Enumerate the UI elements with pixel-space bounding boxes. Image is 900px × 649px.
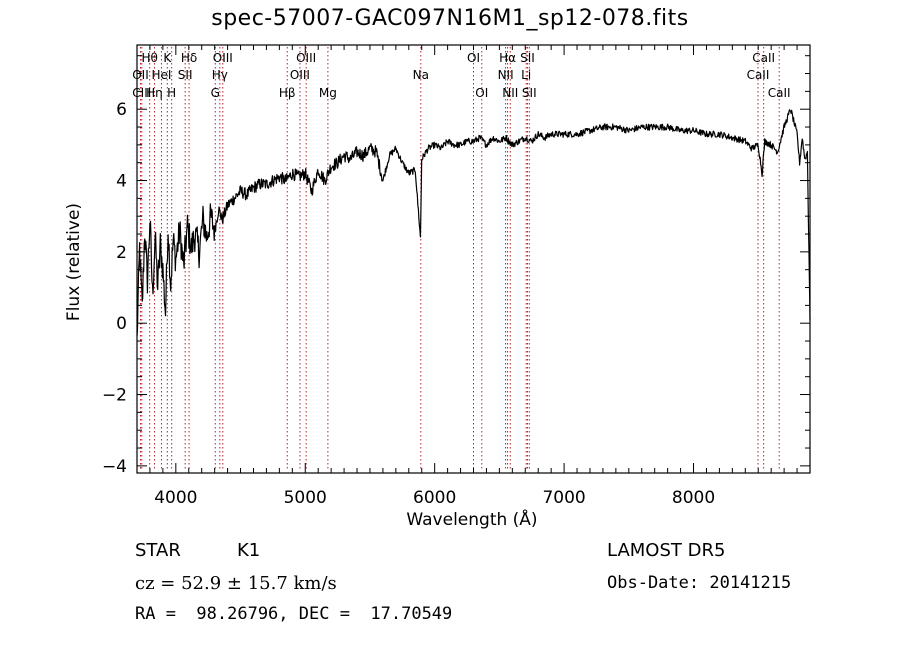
spectral-line-label: OIII	[296, 51, 316, 65]
x-tick-label: 5000	[284, 488, 327, 508]
x-tick-label: 4000	[154, 488, 197, 508]
redshift-velocity: cz = 52.9 ± 15.7 km/s	[135, 573, 337, 594]
spectral-line-label: CaII	[747, 68, 770, 82]
spectral-line-label: Hα	[499, 51, 516, 65]
spectral-line-label: NII	[502, 86, 518, 100]
y-tick-label: −2	[102, 386, 127, 406]
spectral-line-label: OI	[467, 51, 480, 65]
spectral-line-label: K	[163, 51, 172, 65]
spectral-line-label: Hγ	[212, 68, 228, 82]
spectral-line-label: Na	[413, 68, 429, 82]
spectral-line-label: Li	[521, 68, 531, 82]
object-class: STAR	[135, 540, 181, 561]
x-axis-label: Wavelength (Å)	[406, 510, 538, 530]
y-axis-label: Flux (relative)	[64, 202, 84, 322]
spectral-line-label: SII	[178, 68, 193, 82]
spectral-line-label: Hθ	[141, 51, 157, 65]
spectral-line-label: CIII	[132, 86, 151, 100]
y-tick-label: 2	[116, 243, 127, 263]
x-tick-label: 8000	[672, 488, 715, 508]
spectral-line-label: OIII	[290, 68, 310, 82]
spectral-line-label: CaII	[768, 86, 791, 100]
chart-title: spec-57007-GAC097N16M1_sp12-078.fits	[211, 6, 689, 31]
x-tick-label: 7000	[542, 488, 585, 508]
spectral-line-label: Hδ	[181, 51, 197, 65]
spectral-line-label: SII	[520, 51, 535, 65]
spectral-line-label: CaII	[752, 51, 775, 65]
survey-name: LAMOST DR5	[607, 540, 726, 561]
y-tick-label: 6	[116, 100, 127, 120]
x-axis: 4000 5000 6000 7000 8000	[149, 45, 798, 508]
spectral-line-label: G	[211, 86, 220, 100]
spectral-line-label: OIII	[213, 51, 233, 65]
y-tick-label: 4	[116, 172, 127, 192]
spectral-line-label: Mg	[319, 86, 337, 100]
spectral-line-label: SII	[522, 86, 537, 100]
spectral-line-label: Hβ	[279, 86, 296, 100]
spectral-line-label: HeI	[151, 68, 171, 82]
x-tick-label: 6000	[413, 488, 456, 508]
object-subclass: K1	[237, 540, 261, 561]
coordinates: RA = 98.26796, DEC = 17.70549	[135, 604, 453, 624]
spectrum-series-line	[136, 109, 811, 337]
spectral-line-label: OII	[132, 68, 149, 82]
observation-date: Obs-Date: 20141215	[607, 573, 792, 593]
spectral-line-label: H	[167, 86, 176, 100]
y-axis: −4 −2 0 2 4 6	[102, 55, 810, 477]
spectral-line-label: OI	[475, 86, 488, 100]
spectral-line-label: NII	[498, 68, 514, 82]
spectral-line-markers	[139, 47, 780, 471]
y-tick-label: 0	[116, 314, 127, 334]
y-tick-label: −4	[102, 457, 127, 477]
spectral-line-label: Hη	[146, 86, 163, 100]
